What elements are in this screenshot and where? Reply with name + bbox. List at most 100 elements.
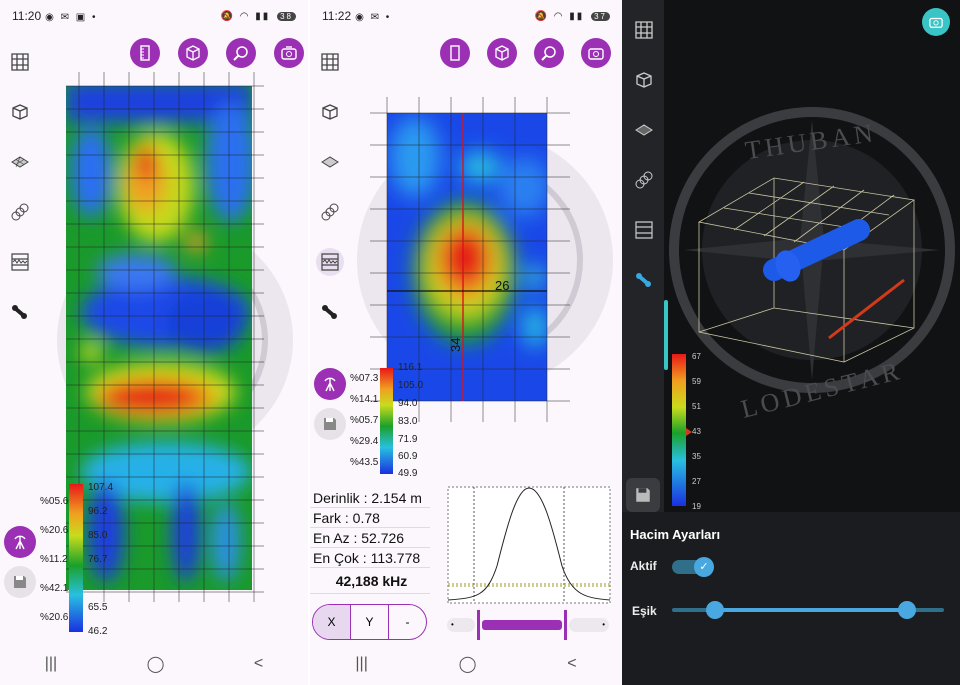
legend-value: 96.2 bbox=[88, 506, 108, 517]
panel-3d-volume: THUBAN LODESTAR 67 59 51 43 35 27 19 Hac… bbox=[622, 0, 960, 685]
legend-percent: %11.2 bbox=[40, 554, 68, 565]
axis-x-button[interactable]: X bbox=[313, 605, 351, 639]
sidebar bbox=[624, 16, 664, 316]
legend-value: 85.0 bbox=[88, 530, 108, 541]
frequency-label: 42,188 kHz bbox=[310, 568, 430, 594]
threshold-slider[interactable] bbox=[672, 601, 944, 619]
legend-value: 67 bbox=[692, 352, 701, 361]
legend-percent: %42.1 bbox=[40, 583, 69, 594]
heatmap-2d bbox=[66, 72, 264, 602]
legend-percent: %14.1 bbox=[350, 394, 379, 405]
legend-value: 46.2 bbox=[88, 626, 108, 637]
nav-bar: ||| ◯ < bbox=[310, 643, 622, 685]
legend-value: 71.9 bbox=[398, 434, 418, 445]
watermark-bottom: LODESTAR bbox=[738, 356, 906, 420]
axis-none-button[interactable]: - bbox=[405, 615, 410, 629]
legend-value: 27 bbox=[692, 477, 701, 486]
depth-profile-icon[interactable] bbox=[316, 248, 344, 276]
volume-icon[interactable] bbox=[6, 298, 34, 326]
slices-icon[interactable] bbox=[6, 198, 34, 226]
legend-percent: %07.3 bbox=[350, 373, 379, 384]
panel-2d-scan: 11:20 ◉ ✉ ▣ • 🔕 ◠ ▮▮ 38 bbox=[0, 0, 308, 685]
slices-icon[interactable] bbox=[316, 198, 344, 226]
drawer-handle[interactable] bbox=[664, 300, 668, 370]
status-time: 11:22 bbox=[322, 9, 352, 23]
axis-y-button[interactable]: Y bbox=[351, 605, 389, 639]
volume-icon[interactable] bbox=[316, 298, 344, 326]
slices-icon[interactable] bbox=[630, 166, 658, 194]
legend-value: 65.5 bbox=[88, 602, 108, 613]
active-toggle[interactable]: ✓ bbox=[672, 557, 714, 577]
legend-percent: %05.6 bbox=[40, 496, 69, 507]
active-label: Aktif bbox=[630, 559, 657, 573]
camera-rotate-button[interactable] bbox=[922, 8, 950, 36]
legend-percent: %20.6 bbox=[40, 525, 69, 536]
crosshair-x-label: 26 bbox=[495, 278, 509, 293]
min-label: En Az : 52.726 bbox=[310, 528, 430, 548]
status-bar: 11:20 ◉ ✉ ▣ • 🔕 ◠ ▮▮ 38 bbox=[0, 0, 308, 32]
grid-icon[interactable] bbox=[630, 16, 658, 44]
depth-profile-icon[interactable] bbox=[6, 248, 34, 276]
depth-profile-icon[interactable] bbox=[630, 216, 658, 244]
nav-bar: ||| ◯ < bbox=[0, 643, 308, 685]
volume-settings: Hacim Ayarları Aktif ✓ Eşik bbox=[622, 512, 960, 685]
legend-value: 51 bbox=[692, 402, 701, 411]
ruler-button[interactable] bbox=[130, 38, 160, 68]
surface-icon[interactable] bbox=[316, 148, 344, 176]
legend-value: 59 bbox=[692, 377, 701, 386]
camera-rotate-button[interactable] bbox=[274, 38, 304, 68]
camera-rotate-button[interactable] bbox=[581, 38, 611, 68]
home-icon[interactable]: ◯ bbox=[146, 656, 165, 673]
volume-icon[interactable] bbox=[630, 266, 658, 294]
zoom-reset-button[interactable] bbox=[534, 38, 564, 68]
sidebar bbox=[310, 48, 350, 348]
slider-thumb-min[interactable] bbox=[706, 601, 724, 619]
recents-icon[interactable]: ||| bbox=[44, 655, 58, 672]
3d-box-button[interactable] bbox=[178, 38, 208, 68]
zoom-reset-button[interactable] bbox=[226, 38, 256, 68]
3d-volume-render: THUBAN LODESTAR bbox=[669, 107, 955, 420]
3d-box-button[interactable] bbox=[487, 38, 517, 68]
grid-icon[interactable] bbox=[6, 48, 34, 76]
save-icon[interactable] bbox=[4, 566, 36, 598]
legend-value: 49.9 bbox=[398, 468, 418, 479]
check-icon: ✓ bbox=[694, 557, 714, 577]
range-slider[interactable]: • • bbox=[447, 610, 609, 640]
diff-label: Fark : 0.78 bbox=[310, 508, 430, 528]
legend-value: 105.0 bbox=[398, 380, 424, 391]
legend-value: 94.0 bbox=[398, 398, 418, 409]
surface-icon[interactable] bbox=[630, 116, 658, 144]
ruler-button[interactable] bbox=[440, 38, 470, 68]
color-legend-bar bbox=[69, 484, 83, 632]
legend-percent: %05.7 bbox=[350, 415, 379, 426]
slider-thumb-max[interactable] bbox=[898, 601, 916, 619]
signal-scan-button[interactable] bbox=[4, 526, 36, 558]
surface-icon[interactable] bbox=[6, 148, 34, 176]
color-legend-bar bbox=[672, 354, 686, 506]
save-icon[interactable] bbox=[626, 478, 660, 512]
cube-icon[interactable] bbox=[316, 98, 344, 126]
battery-icon: 38 bbox=[277, 11, 296, 21]
save-icon[interactable] bbox=[314, 408, 346, 440]
depth-label: Derinlik : 2.154 m bbox=[310, 488, 430, 508]
back-icon[interactable]: < bbox=[253, 655, 264, 672]
legend-value: 76.7 bbox=[88, 554, 108, 565]
signal-scan-button[interactable] bbox=[314, 368, 346, 400]
legend-value: 83.0 bbox=[398, 416, 418, 427]
cube-icon[interactable] bbox=[6, 98, 34, 126]
threshold-marker bbox=[686, 428, 692, 436]
home-icon[interactable]: ◯ bbox=[458, 656, 477, 673]
crosshair-y-label: 34 bbox=[448, 338, 463, 352]
cube-icon[interactable] bbox=[630, 66, 658, 94]
color-legend-bar bbox=[380, 368, 393, 474]
legend-percent: %43.5 bbox=[350, 457, 379, 468]
back-icon[interactable]: < bbox=[567, 655, 577, 672]
sidebar bbox=[622, 0, 664, 512]
panel-crosshair-scan: 11:22 ◉ ✉ • 🔕 ◠ ▮▮ 37 bbox=[308, 0, 622, 685]
signal-curve-graph bbox=[447, 486, 611, 604]
threshold-label: Eşik bbox=[632, 604, 657, 618]
recents-icon[interactable]: ||| bbox=[355, 655, 368, 672]
legend-value: 116.1 bbox=[398, 362, 423, 373]
grid-icon[interactable] bbox=[316, 48, 344, 76]
status-time: 11:20 bbox=[12, 9, 42, 23]
